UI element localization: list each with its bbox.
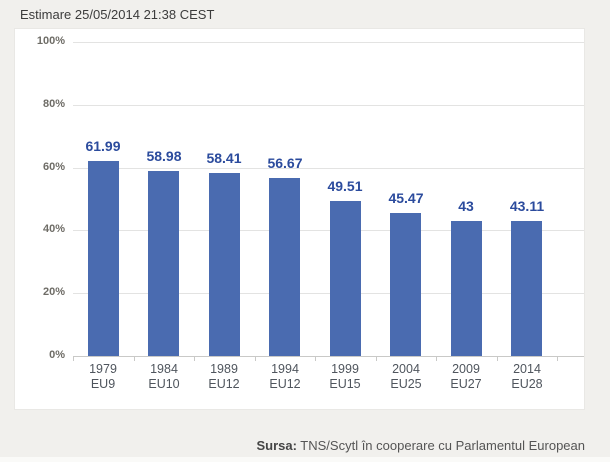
x-axis-tick	[194, 356, 195, 361]
source-text: TNS/Scytl în cooperare cu Parlamentul Eu…	[296, 438, 585, 453]
gridline	[73, 293, 584, 294]
y-axis-tick-label: 60%	[42, 161, 65, 173]
x-axis-line	[73, 356, 584, 357]
bar-value-label: 61.99	[85, 138, 121, 154]
x-axis-tick	[376, 356, 377, 361]
bar-chart-plot: 100% 80% 60% 40% 20% 0% 61.99 1979 EU9 58.98 1984 E…	[15, 29, 584, 409]
bar-1984	[148, 171, 179, 356]
x-axis-category-label: 1979 EU9	[72, 362, 134, 392]
category-year: 2009	[452, 362, 480, 376]
bar-2014	[511, 221, 542, 356]
category-year: 1999	[331, 362, 359, 376]
category-eu-composition: EU28	[511, 377, 543, 391]
x-axis-tick	[497, 356, 498, 361]
page-title: Estimare 25/05/2014 21:38 CEST	[20, 7, 215, 22]
gridline	[73, 230, 584, 231]
category-eu-composition: EU27	[450, 377, 482, 391]
x-axis-tick	[255, 356, 256, 361]
bar-value-label: 43.11	[509, 198, 545, 214]
category-year: 1984	[150, 362, 178, 376]
bar-2004	[390, 213, 421, 356]
bar-value-label: 43	[458, 198, 474, 214]
x-axis-tick	[134, 356, 135, 361]
bar-1994	[269, 178, 300, 356]
category-eu-composition: EU12	[208, 377, 240, 391]
y-axis-tick-label: 100%	[36, 35, 65, 47]
category-eu-composition: EU12	[269, 377, 301, 391]
category-eu-composition: EU15	[329, 377, 361, 391]
y-axis-tick-label: 20%	[42, 286, 65, 298]
category-year: 1989	[210, 362, 238, 376]
gridline	[73, 42, 584, 43]
x-axis-tick	[315, 356, 316, 361]
category-eu-composition: EU25	[390, 377, 422, 391]
bar-2009	[451, 221, 482, 356]
category-year: 1979	[89, 362, 117, 376]
category-eu-composition: EU10	[148, 377, 180, 391]
gridline	[73, 105, 584, 106]
bar-value-label: 49.51	[327, 178, 363, 194]
y-axis-tick-label: 0%	[49, 349, 65, 361]
category-year: 2014	[513, 362, 541, 376]
x-axis-tick	[557, 356, 558, 361]
x-axis-category-label: 2009 EU27	[435, 362, 497, 392]
x-axis-category-label: 2014 EU28	[496, 362, 558, 392]
source-note: Sursa: TNS/Scytl în cooperare cu Parlame…	[256, 438, 585, 453]
category-eu-composition: EU9	[90, 377, 116, 391]
x-axis-category-label: 1989 EU12	[193, 362, 255, 392]
bar-value-label: 56.67	[267, 155, 303, 171]
y-axis-tick-label: 40%	[42, 223, 65, 235]
bottom-strip	[0, 457, 610, 462]
bar-1979	[88, 161, 119, 356]
x-axis-category-label: 1994 EU12	[254, 362, 316, 392]
chart-panel: 100% 80% 60% 40% 20% 0% 61.99 1979 EU9 58.98 1984 E…	[14, 28, 585, 410]
x-axis-category-label: 2004 EU25	[375, 362, 437, 392]
x-axis-category-label: 1984 EU10	[133, 362, 195, 392]
bar-value-label: 58.41	[206, 150, 242, 166]
bar-value-label: 58.98	[146, 148, 182, 164]
y-axis-tick-label: 80%	[42, 98, 65, 110]
category-year: 1994	[271, 362, 299, 376]
bar-1999	[330, 201, 361, 356]
x-axis-tick	[436, 356, 437, 361]
x-axis-category-label: 1999 EU15	[314, 362, 376, 392]
gridline	[73, 168, 584, 169]
bar-value-label: 45.47	[388, 190, 424, 206]
category-year: 2004	[392, 362, 420, 376]
x-axis-tick	[73, 356, 74, 361]
source-label: Sursa:	[256, 438, 297, 453]
bar-1989	[209, 173, 240, 356]
